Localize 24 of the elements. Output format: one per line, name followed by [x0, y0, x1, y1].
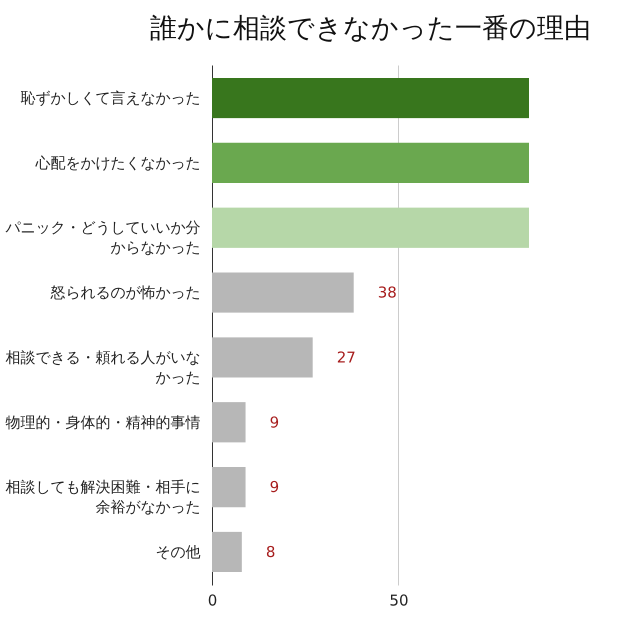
chart-title: 誰かに相談できなかった一番の理由: [150, 13, 591, 44]
y-tick-label: 物理的・身体的・精神的事情: [6, 413, 200, 432]
data-label: 38: [378, 284, 397, 302]
data-label: 9: [270, 478, 280, 496]
x-tick-label: 0: [208, 592, 218, 610]
bar: [212, 142, 529, 184]
x-tick-label: 50: [389, 592, 409, 610]
data-label: 27: [336, 348, 356, 366]
y-tick-label: その他: [156, 542, 200, 561]
y-tick-label: 相談できる・頼れる人がいなかった: [6, 348, 200, 386]
bar: [212, 208, 529, 248]
y-tick-label: 怒られるのが怖かった: [50, 284, 200, 302]
data-label: 8: [266, 542, 276, 561]
bar: [212, 78, 529, 118]
bar: [212, 532, 242, 572]
bar: [212, 272, 354, 313]
bar: [212, 337, 313, 378]
data-label: 9: [270, 413, 280, 432]
y-tick-label: 相談しても解決困難・相手に余裕がなかった: [6, 478, 200, 516]
bar: [212, 402, 246, 442]
y-tick-label: パニック・どうしていいか分からなかった: [4, 218, 200, 257]
y-tick-label: 恥ずかしくて言えなかった: [20, 89, 200, 108]
y-tick-label: 心配をかけたくなかった: [34, 154, 200, 172]
bar: [212, 466, 246, 508]
